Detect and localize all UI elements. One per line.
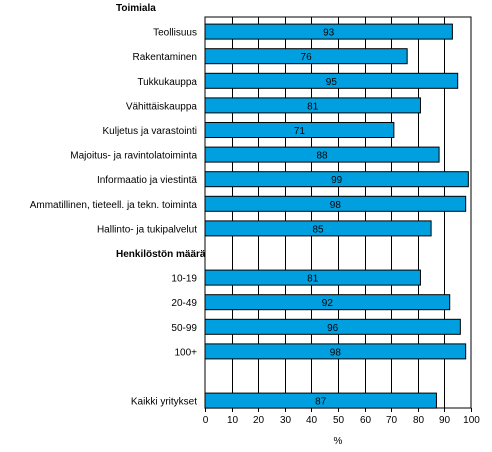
category-label: Informaatio ja viestintä	[97, 175, 197, 186]
category-label: Teollisuus	[153, 28, 197, 39]
bar-value-label: 81	[307, 274, 319, 285]
bar	[204, 171, 469, 188]
bar	[204, 48, 408, 65]
x-tick-label: 10	[227, 415, 239, 426]
category-label: 50-99	[171, 323, 197, 334]
x-tick-label: 0	[203, 415, 209, 426]
bar-value-label: 92	[322, 298, 334, 309]
group-header: Toimiala	[116, 3, 156, 14]
x-tick-label: 70	[386, 415, 398, 426]
x-tick-label: 50	[333, 415, 345, 426]
bar-value-label: 88	[316, 151, 328, 162]
bar-value-label: 93	[323, 28, 335, 39]
category-label: Tukkukauppa	[137, 77, 197, 88]
bar-value-label: 98	[330, 347, 342, 358]
category-label: Majoitus- ja ravintolatoiminta	[70, 151, 197, 162]
x-tick-label: 80	[413, 415, 425, 426]
category-label: Ammatillinen, tieteell. ja tekn. toimint…	[30, 200, 198, 211]
bar-value-label: 99	[331, 175, 343, 186]
x-tick-label: 100	[463, 415, 480, 426]
x-axis: 0 10 20 30 40 50 60 70 80 90 100%	[203, 408, 480, 447]
bar-value-label: 98	[330, 200, 342, 211]
bar-value-label: 81	[307, 101, 319, 112]
category-label: 20-49	[171, 298, 197, 309]
category-labels: Toimiala Teollisuus Rakentaminen Tukkukaupp…	[30, 3, 206, 408]
category-label: Rakentaminen	[133, 52, 197, 63]
bar-value-label: 95	[326, 77, 338, 88]
bar-value-label: 71	[294, 126, 306, 137]
bar	[204, 146, 440, 163]
bar	[204, 220, 432, 237]
x-tick-label: 30	[280, 415, 292, 426]
bar	[204, 269, 421, 286]
bar	[204, 294, 451, 311]
group-header: Henkilöstön määrä	[116, 249, 206, 260]
bar	[204, 195, 467, 212]
category-label: Vähittäiskauppa	[126, 101, 198, 112]
bar	[204, 97, 421, 114]
category-label: Kuljetus ja varastointi	[103, 126, 198, 137]
category-label: Kaikki yritykset	[131, 397, 197, 408]
bars: 93 76 95 81 71 88 99 98 85 81 92 96 98 87	[204, 23, 469, 409]
x-tick-label: 90	[439, 415, 451, 426]
bar-value-label: 85	[312, 224, 324, 235]
bar	[204, 318, 461, 335]
bar	[204, 122, 395, 138]
x-tick-label: 40	[306, 415, 318, 426]
x-tick-label: 60	[360, 415, 372, 426]
bar-value-label: 87	[315, 397, 327, 408]
category-label: 100+	[174, 347, 197, 358]
bar	[204, 343, 467, 360]
bar	[204, 392, 437, 409]
category-label: 10-19	[171, 274, 197, 285]
bar	[204, 23, 453, 40]
bar	[204, 72, 459, 89]
bar-value-label: 96	[327, 323, 339, 334]
bar-value-label: 76	[301, 52, 313, 63]
x-tick-label: 20	[253, 415, 265, 426]
x-axis-label: %	[334, 436, 343, 447]
category-label: Hallinto- ja tukipalvelut	[97, 224, 197, 235]
